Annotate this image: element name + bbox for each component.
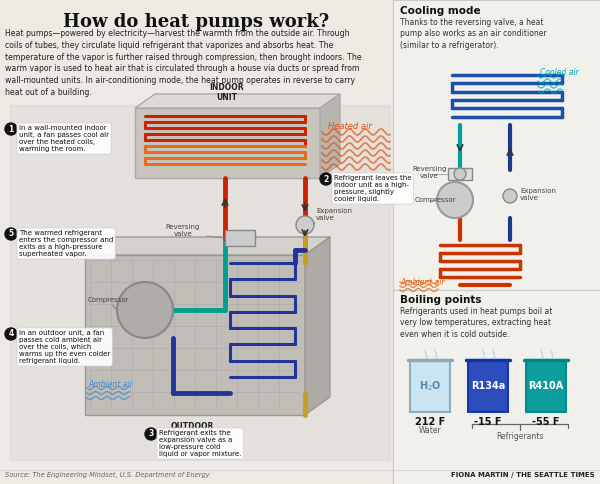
- Bar: [225, 230, 255, 246]
- Circle shape: [454, 168, 466, 180]
- Text: 212 F: 212 F: [415, 417, 445, 427]
- Text: The warmed refrigerant
enters the compressor and
exits as a high-pressure
superh: The warmed refrigerant enters the compre…: [19, 230, 113, 257]
- Text: -15 F: -15 F: [474, 417, 502, 427]
- Text: Compressor: Compressor: [88, 297, 130, 303]
- Bar: [393, 290, 600, 484]
- Text: Refrigerant leaves the
indoor unit as a high-
pressure, slightly
cooler liquid.: Refrigerant leaves the indoor unit as a …: [334, 175, 412, 202]
- Bar: [135, 108, 320, 178]
- Text: Heat pumps—powered by electricity—harvest the warmth from the outside air. Throu: Heat pumps—powered by electricity—harves…: [5, 29, 362, 97]
- Text: 5: 5: [8, 229, 14, 239]
- Text: Ambient air: Ambient air: [400, 278, 445, 287]
- Text: Expansion
valve: Expansion valve: [520, 187, 556, 200]
- Text: Water: Water: [419, 426, 442, 435]
- Text: Refrigerants: Refrigerants: [496, 432, 544, 441]
- Text: Refrigerant exits the
expansion valve as a
low-pressure cold
liquid or vapor mix: Refrigerant exits the expansion valve as…: [159, 430, 241, 457]
- Text: Cooling mode: Cooling mode: [400, 6, 481, 16]
- Circle shape: [5, 228, 17, 240]
- Polygon shape: [135, 94, 340, 108]
- Bar: [393, 0, 600, 290]
- Text: In a wall-mounted indoor
unit, a fan passes cool air
over the heated coils,
warm: In a wall-mounted indoor unit, a fan pas…: [19, 125, 109, 152]
- Bar: [526, 360, 566, 412]
- Circle shape: [503, 189, 517, 203]
- Text: OUTDOOR
UNIT: OUTDOOR UNIT: [170, 422, 214, 441]
- Bar: [10, 105, 390, 460]
- Text: INDOOR
UNIT: INDOOR UNIT: [209, 83, 244, 102]
- Bar: [393, 0, 600, 484]
- Text: 4: 4: [8, 330, 14, 338]
- Polygon shape: [305, 237, 330, 415]
- Circle shape: [320, 173, 332, 185]
- Bar: [468, 360, 508, 412]
- Text: Refrigerants used in heat pumps boil at
very low temperatures, extracting heat
e: Refrigerants used in heat pumps boil at …: [400, 307, 553, 339]
- Circle shape: [117, 282, 173, 338]
- Polygon shape: [85, 237, 330, 255]
- Text: 1: 1: [8, 124, 14, 134]
- Text: Cooled air: Cooled air: [540, 68, 578, 77]
- Text: H$_2$O: H$_2$O: [419, 379, 442, 393]
- Text: R410A: R410A: [529, 381, 563, 391]
- Bar: [448, 168, 472, 180]
- Text: 3: 3: [148, 429, 154, 439]
- Text: Boiling points: Boiling points: [400, 295, 482, 305]
- Text: Ambient air: Ambient air: [88, 380, 133, 389]
- Text: Expansion
valve: Expansion valve: [316, 209, 352, 222]
- Text: FIONA MARTIN / THE SEATTLE TIMES: FIONA MARTIN / THE SEATTLE TIMES: [451, 472, 595, 478]
- Text: -55 F: -55 F: [532, 417, 560, 427]
- Text: How do heat pumps work?: How do heat pumps work?: [63, 13, 329, 31]
- Text: Thanks to the reversing valve, a heat
pump also works as an air conditioner
(sim: Thanks to the reversing valve, a heat pu…: [400, 18, 547, 50]
- Text: Compressor: Compressor: [415, 197, 457, 203]
- Circle shape: [5, 123, 17, 135]
- Text: In an outdoor unit, a fan
passes cold ambient air
over the coils, which
warms up: In an outdoor unit, a fan passes cold am…: [19, 330, 110, 364]
- Text: R134a: R134a: [471, 381, 505, 391]
- Bar: [410, 360, 450, 412]
- Text: Reversing
valve: Reversing valve: [412, 166, 446, 179]
- Bar: [85, 255, 305, 415]
- Text: Source: The Engineering Mindset, U.S. Department of Energy: Source: The Engineering Mindset, U.S. De…: [5, 472, 209, 478]
- Circle shape: [437, 182, 473, 218]
- Polygon shape: [320, 94, 340, 178]
- Circle shape: [5, 328, 17, 340]
- Circle shape: [296, 216, 314, 234]
- Text: Heated air: Heated air: [328, 122, 372, 131]
- Circle shape: [145, 428, 157, 440]
- Text: 2: 2: [323, 175, 329, 183]
- Text: Reversing
valve: Reversing valve: [166, 224, 200, 237]
